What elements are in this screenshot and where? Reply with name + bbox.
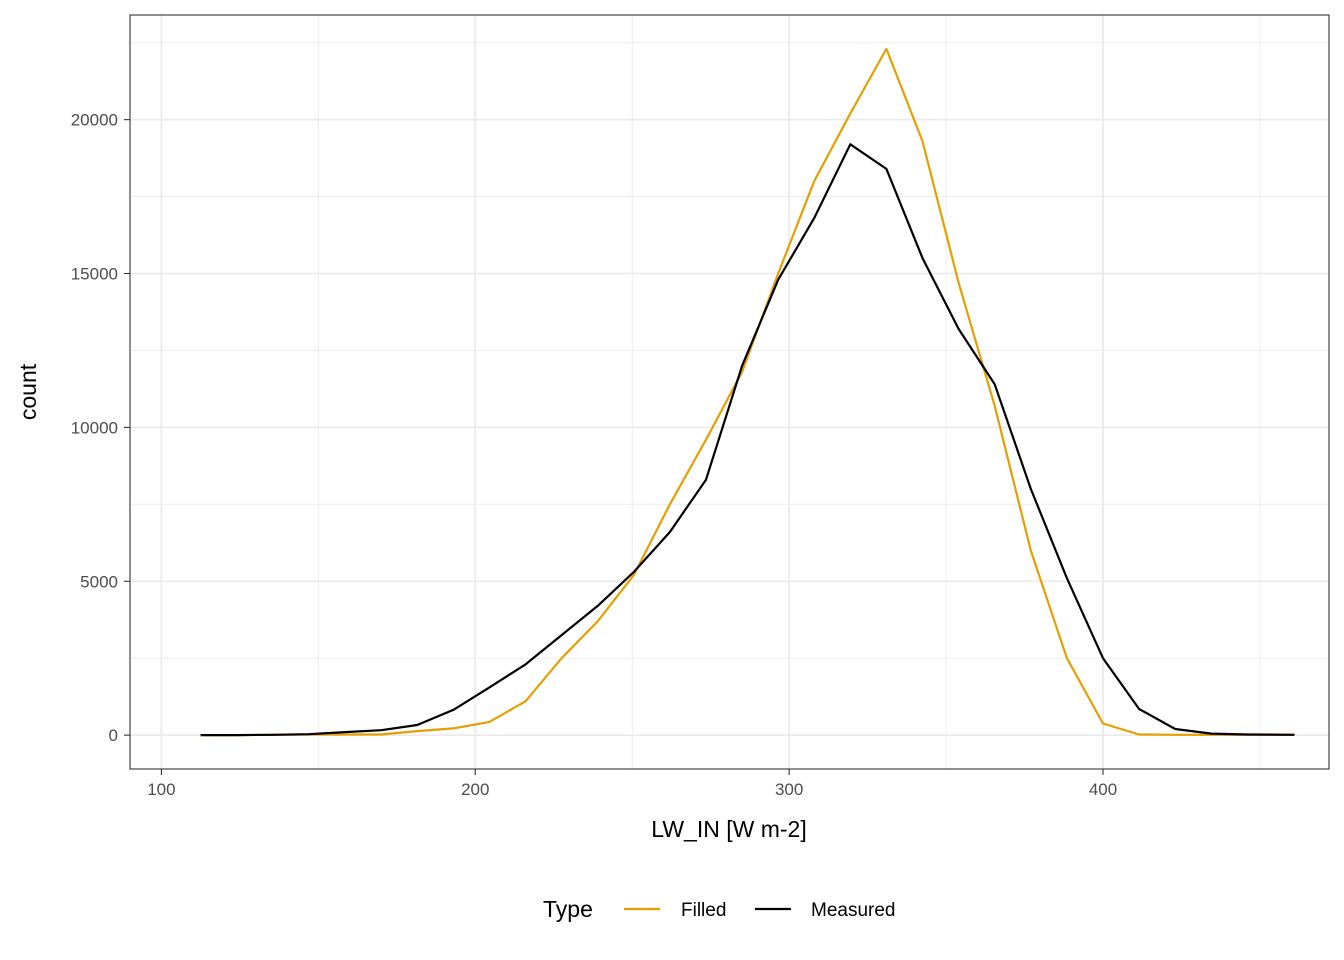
y-tick-label: 5000 (80, 572, 118, 591)
y-tick-label: 15000 (71, 265, 118, 284)
series-layer (200, 47, 1295, 737)
x-tick-label: 300 (775, 780, 803, 799)
y-tick-label: 10000 (71, 418, 118, 437)
x-tick-label: 100 (147, 780, 175, 799)
series-line-measured (200, 143, 1295, 737)
x-tick-label: 400 (1089, 780, 1117, 799)
panel-border (129, 14, 1330, 770)
legend: Type Filled Measured (543, 896, 896, 922)
y-axis-title: count (15, 363, 41, 420)
series-line-filled (200, 47, 1295, 737)
legend-label-filled: Filled (681, 900, 726, 921)
y-axis-ticks: 0 5000 10000 15000 20000 (71, 111, 130, 745)
legend-title: Type (543, 896, 593, 922)
legend-label-measured: Measured (811, 900, 896, 921)
grid-minor (130, 15, 1329, 769)
y-tick-label: 0 (109, 726, 118, 745)
x-axis-title: LW_IN [W m-2] (651, 816, 806, 842)
x-axis-ticks: 100 200 300 400 (147, 769, 1117, 799)
x-tick-label: 200 (461, 780, 489, 799)
y-tick-label: 20000 (71, 111, 118, 130)
